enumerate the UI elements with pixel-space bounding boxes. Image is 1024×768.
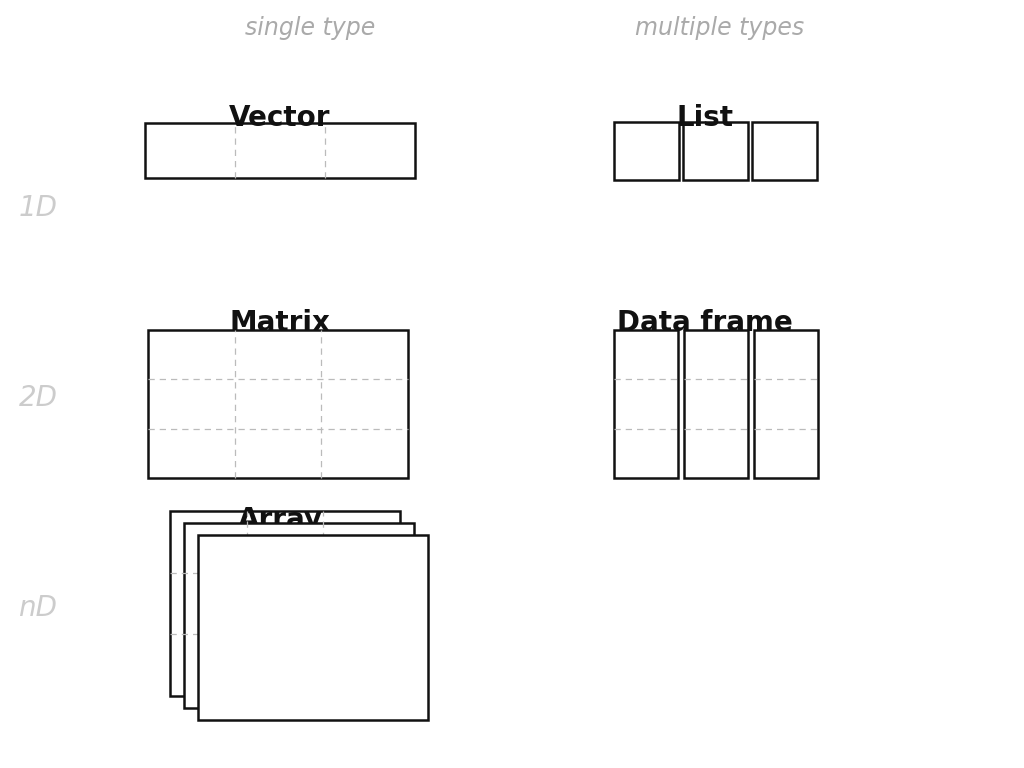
Text: List: List — [677, 104, 733, 132]
Bar — [145, 123, 415, 178]
Text: nD: nD — [18, 594, 57, 622]
Bar — [683, 122, 748, 180]
Bar — [614, 330, 678, 478]
Text: Data frame: Data frame — [617, 309, 793, 337]
Text: 1D: 1D — [18, 194, 57, 222]
Bar — [170, 511, 400, 696]
Bar — [148, 330, 408, 478]
Text: 2D: 2D — [18, 384, 57, 412]
Text: multiple types: multiple types — [636, 16, 805, 40]
Text: Vector: Vector — [229, 104, 331, 132]
Bar — [684, 330, 748, 478]
Bar — [752, 122, 817, 180]
Bar — [754, 330, 818, 478]
Text: Array: Array — [238, 506, 323, 534]
Bar — [184, 523, 414, 708]
Text: single type: single type — [245, 16, 375, 40]
Bar — [614, 122, 679, 180]
Text: Matrix: Matrix — [229, 309, 331, 337]
Bar — [198, 535, 428, 720]
